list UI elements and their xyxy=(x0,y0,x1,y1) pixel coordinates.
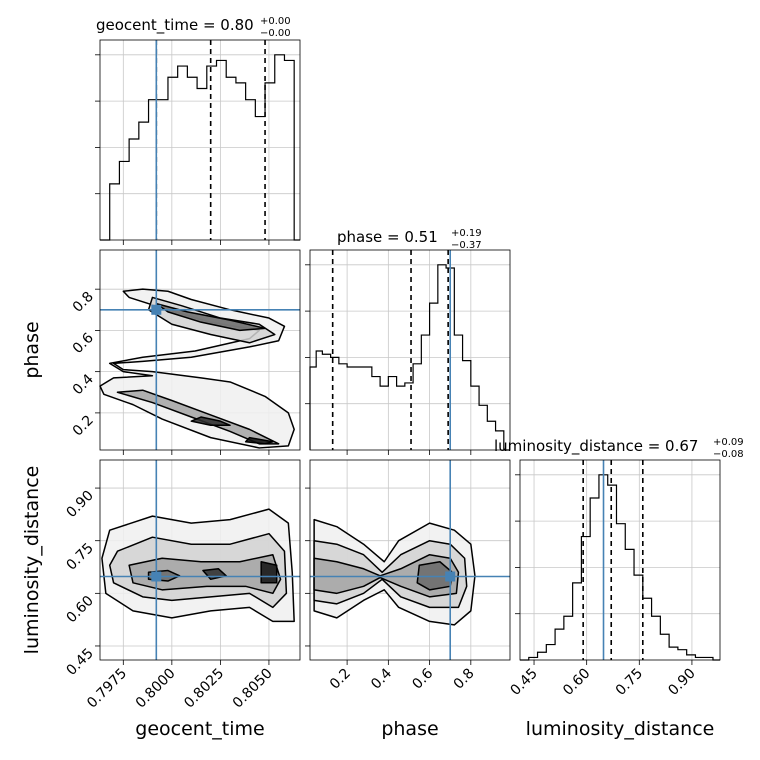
title-luminosity-distance-minus: −0.08 xyxy=(713,449,744,460)
xtick-label-luminosity-distance: 0.60 xyxy=(560,666,593,699)
histogram-luminosity-distance xyxy=(520,474,720,661)
frame-geocent-time-vs-phase xyxy=(99,249,301,451)
histogram-phase xyxy=(309,264,510,451)
ytick-label-phase: 0.8 xyxy=(70,289,97,316)
truth-marker-phase-vs-luminosity-distance xyxy=(445,571,456,582)
frame-hist-geocent-time xyxy=(99,39,301,241)
title-geocent-time-plus: +0.00 xyxy=(260,16,291,27)
ytick-label-phase: 0.4 xyxy=(70,371,97,398)
xtick-label-geocent-time: 0.8050 xyxy=(230,666,276,712)
xtick-label-phase: 0.2 xyxy=(327,666,354,693)
contour-level-geocent-time-vs-luminosity-distance xyxy=(128,553,282,595)
xtick-label-luminosity-distance: 0.45 xyxy=(508,666,541,699)
ytick-label-phase: 0.2 xyxy=(70,412,97,439)
xtick-label-phase: 0.4 xyxy=(368,665,395,692)
xtick-label-luminosity-distance: 0.75 xyxy=(613,666,646,699)
title-luminosity-distance: luminosity_distance = 0.67 xyxy=(494,437,698,456)
title-luminosity-distance-plus: +0.09 xyxy=(713,437,744,448)
xtick-label-phase: 0.6 xyxy=(409,665,436,692)
xtick-label-geocent-time: 0.7975 xyxy=(84,666,130,712)
contour-level-geocent-time-vs-phase xyxy=(244,436,274,445)
title-geocent-time: geocent_time = 0.80 xyxy=(96,16,254,35)
xtick-label-phase: 0.8 xyxy=(451,666,478,693)
xlabel-phase: phase xyxy=(381,718,438,740)
ytick-label-phase: 0.6 xyxy=(70,330,97,357)
panel-hist-geocent-time: geocent_time = 0.80 +0.00 −0.00 xyxy=(96,16,291,39)
panel-hist-luminosity-distance: luminosity_distance = 0.67 +0.09 −0.08 xyxy=(494,437,744,460)
title-phase-plus: +0.19 xyxy=(451,228,482,239)
frame-hist-luminosity-distance xyxy=(519,459,721,661)
histogram-geocent-time xyxy=(100,54,300,241)
ytick-label-luminosity-distance: 0.90 xyxy=(63,488,96,521)
xlabel-geocent-time: geocent_time xyxy=(135,718,264,740)
ytick-label-luminosity-distance: 0.75 xyxy=(63,540,96,573)
truth-marker-geocent-time-vs-phase xyxy=(151,304,162,315)
chart-marks: 0.45 0.60 0.75 0.90 0.2 0.4 0.6 0.8 0.7975 0.8000… xyxy=(63,39,721,712)
contour-level-geocent-time-vs-luminosity-distance xyxy=(260,561,278,584)
xtick-label-geocent-time: 0.8000 xyxy=(133,666,179,712)
xlabel-luminosity-distance: luminosity_distance xyxy=(526,718,715,740)
title-phase-minus: −0.37 xyxy=(451,240,482,251)
contour-level-geocent-time-vs-phase xyxy=(155,302,266,332)
truth-marker-geocent-time-vs-luminosity-distance xyxy=(151,571,162,582)
ylabel-luminosity-distance: luminosity_distance xyxy=(21,466,43,655)
frame-phase-vs-luminosity-distance xyxy=(309,459,511,661)
frame-hist-phase xyxy=(309,249,511,451)
xtick-label-geocent-time: 0.8025 xyxy=(181,666,227,712)
panel-hist-phase: phase = 0.51 +0.19 −0.37 xyxy=(337,228,482,251)
title-geocent-time-minus: −0.00 xyxy=(260,28,291,39)
ylabel-phase: phase xyxy=(21,321,43,378)
title-phase: phase = 0.51 xyxy=(337,228,438,246)
ytick-label-luminosity-distance: 0.45 xyxy=(63,645,96,678)
xtick-label-luminosity-distance: 0.90 xyxy=(665,666,698,699)
contour-level-geocent-time-vs-phase xyxy=(190,416,231,427)
frame-geocent-time-vs-luminosity-distance xyxy=(99,459,301,661)
ytick-label-luminosity-distance: 0.60 xyxy=(63,593,96,626)
